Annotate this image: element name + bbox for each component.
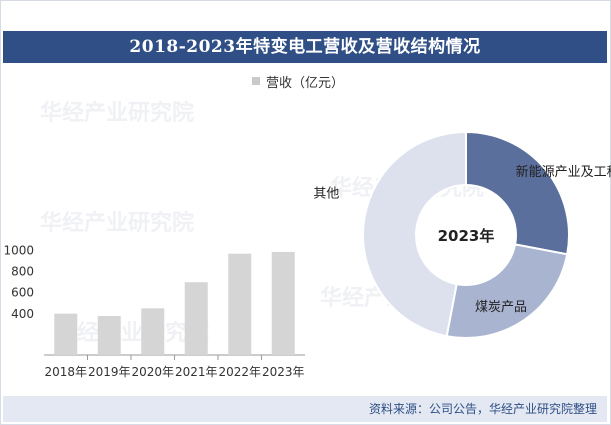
x-tick-label: 2023年 — [262, 365, 305, 379]
chart-title: 2018-2023年特变电工营收及营收结构情况 — [129, 37, 481, 57]
pie-slice — [445, 243, 569, 339]
bar — [271, 251, 295, 355]
title-bar: 2018-2023年特变电工营收及营收结构情况 — [3, 31, 607, 63]
y-tick-label: 800 — [11, 265, 34, 279]
x-tick-label: 2022年 — [218, 365, 261, 379]
legend: 营收（亿元） — [252, 72, 345, 91]
x-tick-label: 2020年 — [131, 365, 174, 379]
bar — [141, 308, 165, 355]
bar — [184, 282, 208, 355]
x-tick-label: 2021年 — [175, 365, 218, 379]
y-tick-label: 400 — [11, 307, 34, 321]
legend-swatch — [252, 77, 260, 85]
footer: 资料来源：公司公告，华经产业研究院整理 — [3, 396, 607, 422]
pie-slice-label: 其他 — [313, 186, 339, 201]
x-tick-label: 2018年 — [44, 365, 87, 379]
legend-label: 营收（亿元） — [266, 75, 345, 91]
bar — [97, 315, 121, 355]
bar — [54, 313, 78, 355]
pie-slice — [362, 130, 467, 338]
pie-slice — [465, 130, 570, 256]
y-tick-label: 1000 — [3, 244, 34, 258]
pie-slice-label: 新能源产业及工程 — [516, 164, 611, 180]
bar — [228, 253, 252, 355]
source-note: 资料来源：公司公告，华经产业研究院整理 — [368, 402, 597, 416]
x-tick-label: 2019年 — [88, 365, 131, 379]
donut-center-label: 2023年 — [438, 227, 495, 245]
pie-slice-label: 煤炭产品 — [475, 300, 527, 315]
y-tick-label: 600 — [11, 286, 34, 300]
